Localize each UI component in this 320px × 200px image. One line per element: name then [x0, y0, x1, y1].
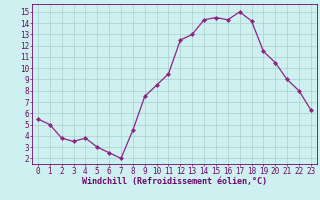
X-axis label: Windchill (Refroidissement éolien,°C): Windchill (Refroidissement éolien,°C) [82, 177, 267, 186]
